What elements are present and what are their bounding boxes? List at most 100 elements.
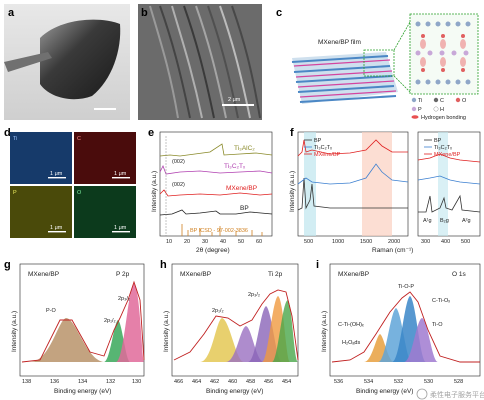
xtick: 500 bbox=[461, 239, 470, 245]
xtick: 134 bbox=[78, 379, 87, 385]
label-mxene-bp: MXene/BP bbox=[226, 185, 257, 192]
xtick: 528 bbox=[454, 379, 463, 385]
panel-h-xlabel: Binding energy (eV) bbox=[206, 388, 263, 395]
raman-zoom-ti3c2tx bbox=[417, 175, 481, 185]
label-c-ti-ox: C-Ti-Oₓ bbox=[432, 298, 450, 304]
xtick: 532 bbox=[394, 379, 403, 385]
label-c-ti-oh: C-Ti-(OH)ₓ bbox=[338, 322, 364, 328]
xtick: 10 bbox=[166, 239, 172, 245]
peak-2p32 bbox=[116, 284, 144, 362]
xtick: 460 bbox=[228, 379, 237, 385]
label-h-2p12: 2p₁/₂ bbox=[212, 308, 224, 314]
panel-h-core: Ti 2p bbox=[268, 271, 283, 278]
label-bp: BP bbox=[240, 205, 249, 212]
label-2p32: 2p₃/₂ bbox=[118, 296, 130, 302]
panel-d: d Ti 1 μm C 1 μm P 1 μm O 1 μm bbox=[4, 127, 136, 238]
eds-map-ti-label: Ti bbox=[13, 136, 17, 142]
legend-ti3c2tx: Ti₃C₂Tₓ bbox=[314, 145, 332, 151]
peak-002-ti3c2tx: (002) bbox=[172, 159, 185, 165]
peak-h-1 bbox=[200, 318, 244, 362]
xtick: 500 bbox=[304, 239, 313, 245]
bp-reference-label: BP ICSD - 97-002-3836 bbox=[190, 228, 248, 234]
eds-map-c-scale: 1 μm bbox=[114, 171, 127, 177]
zoom-inset bbox=[409, 13, 479, 95]
panel-h-ylabel: Intensity (a.u.) bbox=[163, 311, 170, 352]
xtick: 20 bbox=[184, 239, 190, 245]
panel-g-xlabel: Binding energy (eV) bbox=[54, 388, 111, 395]
legend-mxene-bp: MXene/BP bbox=[314, 152, 341, 158]
eds-map-o-label: O bbox=[77, 190, 82, 196]
xtick: 456 bbox=[264, 379, 273, 385]
legend-bp: BP bbox=[314, 138, 322, 144]
envelope-i bbox=[331, 291, 480, 363]
legend-p: P bbox=[418, 107, 422, 113]
panel-h-xticks: 466 464 462 460 458 456 454 bbox=[174, 379, 291, 385]
eds-map-p: P 1 μm bbox=[10, 186, 72, 238]
panel-h-label: h bbox=[160, 259, 167, 271]
panel-c-legend: Ti C O P H Hydrogen bonding bbox=[411, 97, 467, 121]
panel-e-xticks: 10 20 30 40 50 60 bbox=[166, 239, 262, 245]
panel-a: a bbox=[4, 4, 130, 120]
xtick: 2000 bbox=[388, 239, 400, 245]
panel-f-xlabel: Raman (cm⁻¹) bbox=[372, 247, 413, 254]
xtick: 132 bbox=[106, 379, 115, 385]
peak-a2g: A²g bbox=[462, 218, 471, 224]
bp-reference-sticks bbox=[181, 224, 263, 236]
xtick: 136 bbox=[50, 379, 59, 385]
panel-g: g MXene/BP P 2p P-O 2p₁/₂ 2p₃/₂ 138 136 … bbox=[4, 259, 145, 395]
panel-i-label: i bbox=[316, 259, 319, 271]
label-h-2p32: 2p₃/₂ bbox=[248, 292, 260, 298]
xtick: 1500 bbox=[360, 239, 372, 245]
panel-f: f BP Ti₃C₂Tₓ MXene/BP 500 1000 1500 2000… bbox=[289, 127, 481, 254]
zoom-legend-mxene-bp: MXene/BP bbox=[434, 152, 461, 158]
xtick: 138 bbox=[22, 379, 31, 385]
xtick: 130 bbox=[132, 379, 141, 385]
label-ti-o-p: Ti-O-P bbox=[398, 284, 414, 290]
panel-e-xlabel: 2θ (degree) bbox=[196, 247, 230, 254]
peak-b2g: B₂g bbox=[440, 218, 449, 224]
zoom-legend-ti3c2tx: Ti₃C₂Tₓ bbox=[434, 145, 452, 151]
eds-map-ti-scale: 1 μm bbox=[50, 171, 63, 177]
panel-e-ylabel: Intensity (a.u.) bbox=[151, 171, 158, 212]
envelope-g bbox=[21, 280, 145, 363]
eds-map-o-scale: 1 μm bbox=[114, 225, 127, 231]
peak-002-mxene-bp: (002) bbox=[172, 182, 185, 188]
peak-p-o bbox=[30, 318, 104, 362]
panel-h: h MXene/BP Ti 2p 2p₁/₂ 2p₃/₂ 466 464 462… bbox=[160, 259, 299, 395]
trace-ti3alc2 bbox=[159, 143, 273, 157]
panel-c-label: c bbox=[276, 7, 282, 19]
watermark: 柔性电子服务平台 bbox=[416, 388, 484, 400]
label-h2o-ads: H₂Oₐds bbox=[342, 340, 360, 346]
panel-f-ylabel: Intensity (a.u.) bbox=[289, 171, 296, 212]
trace-bp bbox=[159, 209, 273, 216]
raman-ti3c2tx bbox=[297, 163, 409, 185]
eds-map-ti: Ti 1 μm bbox=[10, 132, 72, 184]
trace-ti3c2tx bbox=[159, 165, 273, 175]
xtick: 454 bbox=[282, 379, 291, 385]
film-structure bbox=[291, 52, 398, 104]
eds-map-c-label: C bbox=[77, 136, 81, 142]
eds-map-c: C 1 μm bbox=[74, 132, 136, 184]
xtick: 1000 bbox=[332, 239, 344, 245]
xtick: 530 bbox=[424, 379, 433, 385]
raman-zoom-mxene-bp bbox=[417, 153, 481, 163]
legend-ti: Ti bbox=[418, 98, 422, 104]
panel-g-xticks: 138 136 134 132 130 bbox=[22, 379, 141, 385]
peak-a1g: A¹g bbox=[423, 218, 432, 224]
panel-c: c MXene/BP film bbox=[276, 7, 479, 121]
panel-b-scalebar: 2 μm bbox=[228, 97, 241, 103]
panel-h-title: MXene/BP bbox=[180, 271, 211, 278]
label-2p12: 2p₁/₂ bbox=[104, 318, 116, 324]
sem-layers bbox=[149, 5, 261, 119]
legend-c: C bbox=[440, 98, 444, 104]
peak-h-5 bbox=[272, 300, 298, 362]
xtick: 40 bbox=[220, 239, 226, 245]
xtick: 534 bbox=[364, 379, 373, 385]
raman-mxene-bp bbox=[297, 139, 408, 157]
panel-b-label: b bbox=[141, 7, 148, 19]
panel-f-zoom-xticks: 300 400 500 bbox=[421, 239, 470, 245]
panel-g-ylabel: Intensity (a.u.) bbox=[11, 311, 18, 352]
panel-e-label: e bbox=[148, 127, 154, 139]
xtick: 50 bbox=[238, 239, 244, 245]
panel-i-ylabel: Intensity (a.u.) bbox=[321, 311, 328, 352]
